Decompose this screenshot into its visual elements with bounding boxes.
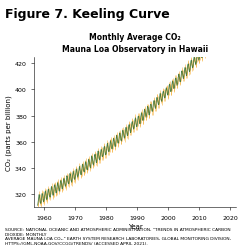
X-axis label: Year: Year [128, 223, 143, 229]
Text: SOURCE: NATIONAL OCEANIC AND ATMOSPHERIC ADMINISTRATION, "TRENDS IN ATMOSPHERIC : SOURCE: NATIONAL OCEANIC AND ATMOSPHERIC… [5, 227, 231, 245]
Title: Monthly Average CO₂
Mauna Loa Observatory in Hawaii: Monthly Average CO₂ Mauna Loa Observator… [62, 33, 208, 54]
Text: Figure 7. Keeling Curve: Figure 7. Keeling Curve [5, 8, 170, 20]
Y-axis label: CO₂ (parts per billion): CO₂ (parts per billion) [6, 95, 12, 170]
